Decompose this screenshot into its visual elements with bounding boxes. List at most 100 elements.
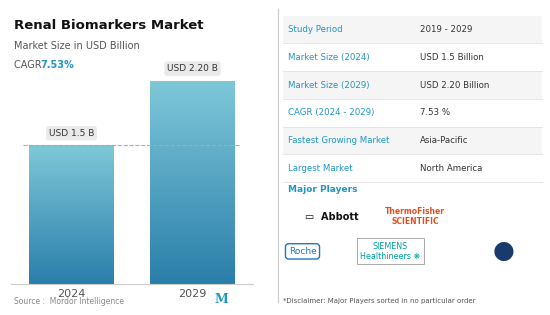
Bar: [29, 260, 114, 261]
Bar: [150, 99, 235, 101]
Bar: [29, 239, 114, 241]
Bar: [29, 169, 114, 170]
Bar: [150, 154, 235, 156]
Bar: [29, 209, 114, 210]
Bar: [150, 174, 235, 176]
Bar: [150, 137, 235, 140]
Bar: [150, 152, 235, 154]
Bar: [29, 267, 114, 268]
Bar: [150, 259, 235, 261]
Bar: [150, 227, 235, 229]
Bar: [29, 243, 114, 245]
Bar: [29, 274, 114, 275]
Bar: [150, 89, 235, 91]
Bar: [29, 181, 114, 182]
Bar: [150, 263, 235, 265]
Bar: [150, 206, 235, 209]
Bar: [150, 257, 235, 259]
Bar: [150, 127, 235, 129]
Bar: [29, 216, 114, 217]
Bar: [29, 153, 114, 155]
Text: *Disclaimer: Major Players sorted in no particular order: *Disclaimer: Major Players sorted in no …: [283, 298, 476, 304]
Text: Major Players: Major Players: [288, 185, 357, 194]
Bar: [29, 226, 114, 227]
Bar: [150, 194, 235, 196]
Bar: [150, 135, 235, 137]
Text: USD 2.20 Billion: USD 2.20 Billion: [420, 81, 489, 89]
Bar: [29, 206, 114, 207]
Bar: [29, 266, 114, 267]
Bar: [150, 107, 235, 109]
Bar: [150, 131, 235, 133]
Bar: [29, 173, 114, 174]
Text: ThermoFisher
SCIENTIFIC: ThermoFisher SCIENTIFIC: [385, 207, 446, 226]
Bar: [150, 93, 235, 95]
Bar: [150, 209, 235, 210]
Bar: [150, 146, 235, 147]
Bar: [150, 172, 235, 174]
Bar: [29, 250, 114, 252]
Bar: [29, 180, 114, 181]
Bar: [150, 87, 235, 89]
Text: 7.53%: 7.53%: [40, 60, 74, 70]
Bar: [150, 267, 235, 269]
Bar: [29, 191, 114, 192]
Bar: [29, 231, 114, 232]
Bar: [29, 223, 114, 224]
Text: Market Size in USD Billion: Market Size in USD Billion: [14, 41, 140, 51]
Bar: [150, 81, 235, 83]
Bar: [29, 264, 114, 266]
Bar: [150, 200, 235, 202]
Text: Fastest Growing Market: Fastest Growing Market: [288, 136, 389, 145]
Bar: [150, 204, 235, 206]
Bar: [150, 156, 235, 158]
Bar: [150, 215, 235, 216]
Bar: [150, 166, 235, 168]
Bar: [29, 210, 114, 212]
Bar: [29, 242, 114, 243]
Text: CAGR: CAGR: [14, 60, 48, 70]
Bar: [150, 125, 235, 127]
Bar: [150, 261, 235, 263]
Text: CAGR (2024 - 2029): CAGR (2024 - 2029): [288, 108, 374, 117]
Bar: [150, 239, 235, 241]
Bar: [150, 141, 235, 143]
Bar: [29, 255, 114, 256]
Bar: [29, 207, 114, 209]
Bar: [150, 85, 235, 87]
Bar: [29, 185, 114, 186]
Bar: [150, 186, 235, 188]
Text: Asia-Pacific: Asia-Pacific: [420, 136, 468, 145]
Bar: [29, 212, 114, 213]
Bar: [150, 123, 235, 125]
Bar: [150, 202, 235, 204]
Bar: [150, 164, 235, 166]
Bar: [29, 199, 114, 200]
Bar: [29, 203, 114, 205]
Bar: [29, 221, 114, 223]
Bar: [29, 214, 114, 216]
Bar: [29, 271, 114, 272]
Bar: [150, 129, 235, 131]
Bar: [150, 243, 235, 245]
Bar: [150, 143, 235, 146]
Bar: [29, 202, 114, 203]
Bar: [29, 174, 114, 175]
Bar: [29, 248, 114, 249]
Bar: [29, 230, 114, 231]
Bar: [150, 229, 235, 231]
Bar: [150, 220, 235, 223]
Bar: [150, 198, 235, 200]
Bar: [150, 176, 235, 178]
Bar: [29, 227, 114, 228]
Text: Market Size (2024): Market Size (2024): [288, 53, 369, 62]
Bar: [29, 256, 114, 257]
Bar: [29, 188, 114, 189]
Bar: [29, 162, 114, 163]
Text: Study Period: Study Period: [288, 25, 342, 34]
Bar: [29, 149, 114, 151]
Text: Source :  Mordor Intelligence: Source : Mordor Intelligence: [14, 296, 124, 306]
Bar: [29, 196, 114, 198]
Bar: [150, 235, 235, 237]
Bar: [29, 178, 114, 180]
